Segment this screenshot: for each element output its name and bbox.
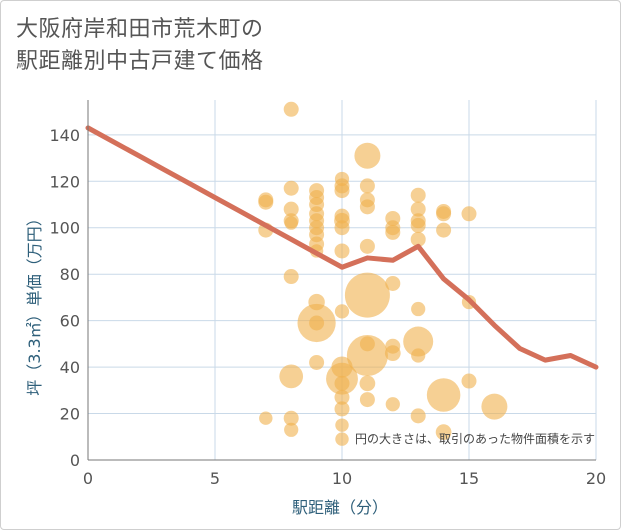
data-bubble: [410, 187, 426, 203]
data-bubble: [335, 418, 349, 432]
chart-title: 大阪府岸和田市荒木町の 駅距離別中古戸建て価格: [16, 14, 264, 78]
data-bubble: [410, 231, 426, 247]
data-bubble: [309, 315, 325, 331]
data-bubble: [354, 142, 381, 169]
data-bubble: [461, 206, 477, 222]
data-bubble: [435, 424, 452, 440]
data-bubble: [283, 269, 299, 285]
size-legend-note: 円の大きさは、取引のあった物件面積を示す: [355, 431, 595, 446]
y-tick-label: 100: [49, 219, 80, 238]
data-bubble: [283, 180, 299, 196]
data-bubble: [334, 243, 350, 259]
y-tick-label: 20: [60, 405, 80, 424]
y-tick-label: 80: [60, 265, 80, 284]
data-bubble: [335, 432, 349, 446]
data-bubble: [384, 345, 401, 362]
chart-title-line-1: 大阪府岸和田市荒木町の: [16, 17, 264, 42]
data-bubble: [359, 238, 375, 254]
data-bubble: [334, 375, 350, 391]
data-bubble: [334, 183, 350, 199]
bubble-layer: [258, 101, 508, 446]
data-bubble: [334, 389, 350, 405]
data-bubble: [426, 378, 461, 412]
data-bubble: [481, 393, 508, 420]
data-bubble: [284, 422, 299, 437]
data-bubble: [334, 304, 350, 319]
y-tick-label: 0: [70, 451, 80, 470]
data-bubble: [359, 199, 375, 215]
data-bubble: [258, 194, 274, 210]
x-axis-title: 駅距離（分）: [292, 498, 388, 517]
x-tick-label: 20: [586, 469, 606, 488]
data-bubble: [283, 101, 299, 117]
data-bubble: [410, 408, 426, 424]
data-bubble: [385, 224, 401, 240]
trend-line: [85, 125, 599, 370]
data-bubble: [385, 397, 400, 412]
data-bubble: [385, 275, 401, 291]
data-bubble: [436, 206, 452, 222]
y-tick-label: 120: [49, 172, 80, 191]
trend-line-layer: [85, 125, 599, 370]
y-tick-label: 140: [49, 126, 80, 145]
tick-labels: 0 5 10 15 20 0 20 40 60 80 100 120 140: [49, 126, 606, 488]
x-tick-label: 10: [332, 469, 352, 488]
data-bubble: [284, 216, 298, 230]
x-tick-label: 5: [210, 469, 220, 488]
data-bubble: [283, 201, 299, 217]
data-bubble: [410, 217, 426, 233]
y-axis-title: 坪（3.3㎡）単価（万円）: [25, 210, 44, 395]
data-bubble: [309, 354, 325, 370]
chart-title-line-2: 駅距離別中古戸建て価格: [16, 49, 264, 74]
data-bubble: [259, 411, 273, 425]
data-bubble: [411, 301, 426, 317]
data-bubble: [410, 201, 426, 217]
x-tick-label: 15: [459, 469, 479, 488]
data-bubble: [279, 364, 304, 389]
x-tick-label: 0: [83, 469, 93, 488]
y-tick-label: 40: [60, 358, 80, 377]
data-bubble: [359, 178, 375, 194]
data-bubble: [359, 375, 376, 392]
y-tick-label: 60: [60, 312, 80, 331]
axes: [87, 100, 596, 461]
data-bubble: [359, 392, 375, 408]
data-bubble: [334, 220, 350, 236]
data-bubble: [334, 401, 350, 417]
data-bubble: [283, 410, 299, 426]
data-bubble: [403, 326, 434, 357]
data-bubble: [411, 348, 426, 363]
data-bubble: [436, 222, 452, 238]
data-bubble: [346, 334, 388, 377]
data-bubble: [461, 373, 477, 389]
data-bubble: [344, 272, 390, 318]
